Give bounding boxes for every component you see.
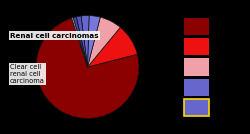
Text: Renal cell carcinomas: Renal cell carcinomas [10,33,99,38]
Bar [184,99,210,116]
Wedge shape [88,27,137,67]
Bar [184,58,210,76]
Wedge shape [76,16,88,67]
Bar [184,18,210,35]
Text: Clear cell
renal cell
carcinoma: Clear cell renal cell carcinoma [10,64,45,84]
Wedge shape [88,16,100,67]
Wedge shape [36,18,139,118]
Wedge shape [88,17,120,67]
Wedge shape [72,18,88,67]
Bar [184,79,210,96]
Wedge shape [81,16,89,67]
Wedge shape [73,17,88,67]
Bar [184,38,210,55]
